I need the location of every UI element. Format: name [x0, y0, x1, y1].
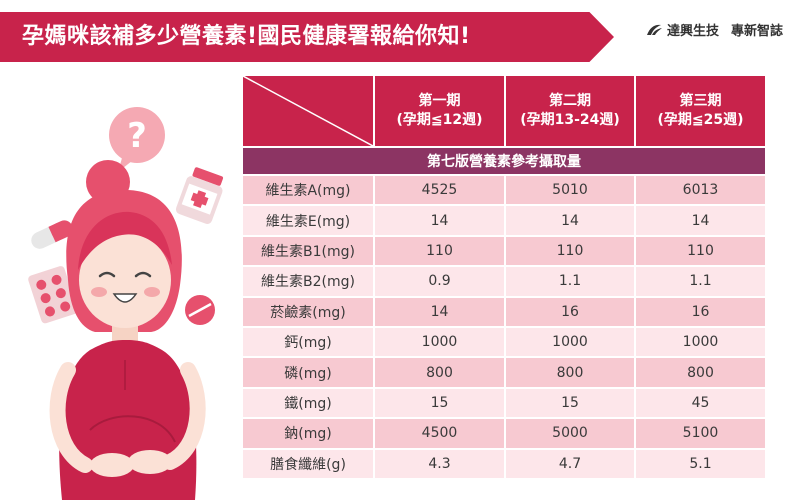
capsule-icon — [31, 220, 73, 249]
value-cell-period-3: 16 — [634, 297, 765, 326]
value-cell-period-2: 15 — [504, 388, 634, 418]
value-cell-period-2: 5010 — [504, 176, 634, 205]
question-bubble-icon: ? — [109, 107, 165, 172]
period-2-title: 第二期 — [549, 93, 591, 109]
table-row: 菸鹼素(mg) 14 16 16 — [243, 297, 765, 326]
value-cell-period-1: 1000 — [373, 327, 504, 357]
table-row: 維生素A(mg) 4525 5010 6013 — [243, 176, 765, 205]
nutrient-name-cell: 維生素E(mg) — [243, 206, 373, 235]
blister-pack-icon — [28, 266, 78, 324]
value-cell-period-1: 15 — [373, 388, 504, 418]
value-cell-period-2: 1000 — [504, 327, 634, 357]
title-banner: 孕媽咪該補多少營養素!國民健康署報給你知! — [0, 12, 614, 62]
nutrient-name-cell: 維生素B1(mg) — [243, 236, 373, 266]
value-cell-period-1: 4.3 — [373, 449, 504, 478]
table-header-row: 第一期 (孕期≦12週) 第二期 (孕期13-24週) 第三期 (孕期≦25週) — [243, 76, 765, 146]
value-cell-period-2: 800 — [504, 358, 634, 387]
header-period-3: 第三期 (孕期≦25週) — [634, 76, 765, 146]
nutrient-name-cell: 菸鹼素(mg) — [243, 297, 373, 326]
value-cell-period-1: 110 — [373, 236, 504, 266]
nutrient-name-cell: 鈉(mg) — [243, 419, 373, 448]
table-row: 鐵(mg) 15 15 45 — [243, 388, 765, 418]
value-cell-period-2: 4.7 — [504, 449, 634, 478]
diagonal-divider — [243, 76, 373, 146]
value-cell-period-2: 5000 — [504, 419, 634, 448]
table-row: 維生素B1(mg) 110 110 110 — [243, 236, 765, 266]
period-2-range: (孕期13-24週) — [520, 112, 620, 128]
nutrient-name-cell: 鐵(mg) — [243, 388, 373, 418]
value-cell-period-3: 14 — [634, 206, 765, 235]
value-cell-period-3: 6013 — [634, 176, 765, 205]
table-row: 鈣(mg) 1000 1000 1000 — [243, 327, 765, 357]
value-cell-period-3: 1.1 — [634, 267, 765, 296]
nutrient-name-cell: 鈣(mg) — [243, 327, 373, 357]
brand-name: 達興生技 — [666, 24, 719, 39]
pregnant-woman-illustration: ? — [28, 107, 224, 500]
value-cell-period-1: 4500 — [373, 419, 504, 448]
header-corner-cell — [243, 76, 373, 146]
value-cell-period-1: 800 — [373, 358, 504, 387]
page-title: 孕媽咪該補多少營養素!國民健康署報給你知! — [22, 24, 471, 49]
table-subheading: 第七版營養素參考攝取量 — [243, 148, 765, 174]
table-row: 維生素E(mg) 14 14 14 — [243, 206, 765, 235]
round-pill-icon — [185, 295, 215, 325]
header-period-2: 第二期 (孕期13-24週) — [504, 76, 634, 146]
table-row: 鈉(mg) 4500 5000 5100 — [243, 419, 765, 448]
value-cell-period-3: 1000 — [634, 327, 765, 357]
period-3-range: (孕期≦25週) — [657, 112, 744, 128]
question-mark: ? — [127, 116, 147, 156]
table-row: 膳食纖維(g) 4.3 4.7 5.1 — [243, 449, 765, 478]
period-1-range: (孕期≦12週) — [396, 112, 483, 128]
value-cell-period-1: 14 — [373, 206, 504, 235]
value-cell-period-2: 14 — [504, 206, 634, 235]
period-3-title: 第三期 — [679, 93, 722, 109]
value-cell-period-3: 110 — [634, 236, 765, 266]
brand-sub: 專新智誌 — [730, 24, 783, 39]
value-cell-period-3: 800 — [634, 358, 765, 387]
nutrient-table: 第一期 (孕期≦12週) 第二期 (孕期13-24週) 第三期 (孕期≦25週)… — [243, 76, 765, 478]
period-1-title: 第一期 — [418, 93, 461, 109]
value-cell-period-3: 5.1 — [634, 449, 765, 478]
nutrient-name-cell: 維生素B2(mg) — [243, 267, 373, 296]
value-cell-period-3: 45 — [634, 388, 765, 418]
brand-logo: 達興生技 專新智誌 — [645, 20, 783, 39]
value-cell-period-1: 4525 — [373, 176, 504, 205]
value-cell-period-1: 14 — [373, 297, 504, 326]
value-cell-period-2: 16 — [504, 297, 634, 326]
table-row: 維生素B2(mg) 0.9 1.1 1.1 — [243, 267, 765, 296]
pill-bottle-icon — [175, 167, 224, 224]
header-period-1: 第一期 (孕期≦12週) — [373, 76, 504, 146]
nutrient-name-cell: 膳食纖維(g) — [243, 449, 373, 478]
brand-swoosh-icon — [646, 24, 662, 35]
value-cell-period-3: 5100 — [634, 419, 765, 448]
value-cell-period-2: 110 — [504, 236, 634, 266]
nutrient-name-cell: 維生素A(mg) — [243, 176, 373, 205]
value-cell-period-1: 0.9 — [373, 267, 504, 296]
value-cell-period-2: 1.1 — [504, 267, 634, 296]
table-row: 磷(mg) 800 800 800 — [243, 358, 765, 387]
nutrient-name-cell: 磷(mg) — [243, 358, 373, 387]
